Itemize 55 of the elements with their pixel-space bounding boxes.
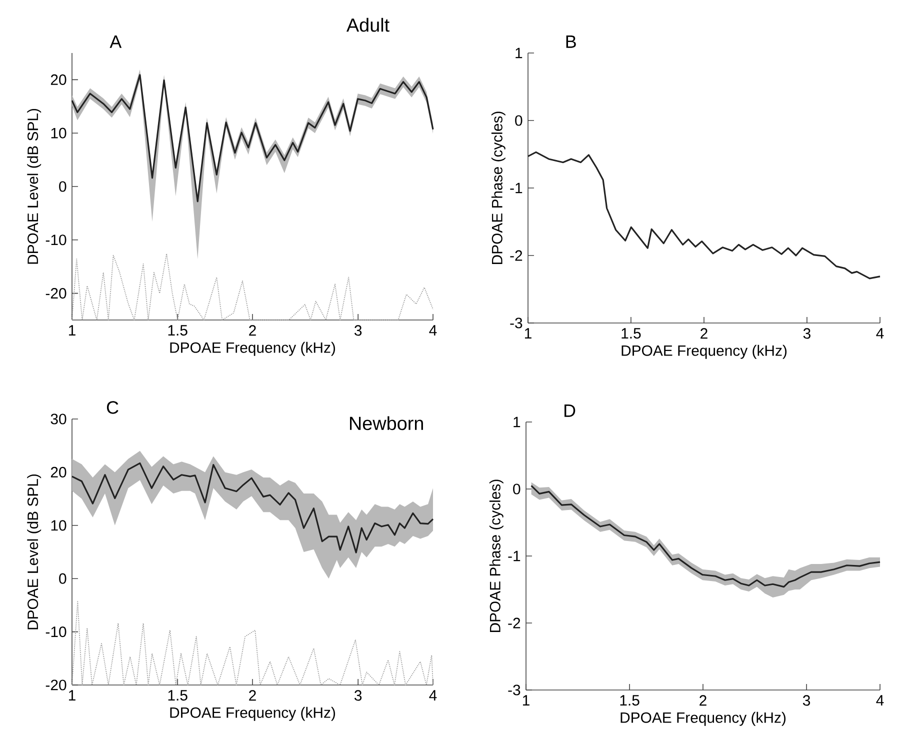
x-tick-label: 4 [429, 690, 437, 700]
x-tick-label: 1.5 [168, 325, 188, 336]
y-axis-title: DPOAE Phase (cycles) [489, 480, 504, 632]
x-tick-label: 1.5 [620, 695, 640, 706]
x-tick-label: 1 [68, 690, 76, 700]
y-tick-label: 10 [51, 128, 66, 138]
chart-title: Adult [346, 18, 390, 32]
y-tick-label: 1 [514, 416, 520, 428]
y-axis-title: DPOAE Level (dB SPL) [27, 474, 42, 630]
y-tick-label: -10 [46, 626, 66, 638]
y-axis-title: DPOAE Level (dB SPL) [27, 108, 42, 264]
y-tick-label: -3 [510, 318, 522, 328]
y-tick-label: 0 [513, 484, 520, 494]
x-tick-label: 1 [522, 695, 530, 706]
x-tick-label: 1 [524, 328, 532, 338]
x-tick-label: 3 [354, 690, 362, 701]
text: D [564, 404, 576, 417]
y-tick-label: 30 [50, 414, 66, 424]
y-tick-label: 0 [515, 115, 522, 126]
x-tick-label: 4 [876, 695, 884, 706]
y-axis-title: DPOAE Phase (cycles) [491, 112, 506, 264]
x-tick-label: 4 [429, 325, 437, 336]
x-axis-title: DPOAE Frequency (kHz) [170, 342, 336, 356]
y-tick-label: -10 [46, 234, 66, 246]
y-tick-label: -2 [508, 618, 520, 628]
x-tick-label: 2 [249, 690, 256, 701]
y-tick-label: -3 [508, 684, 520, 696]
y-tick-label: 1 [516, 48, 522, 58]
x-tick-label: 2 [249, 325, 256, 336]
x-axis-title: DPOAE Frequency (kHz) [622, 344, 787, 359]
x-axis-title: DPOAE Frequency (kHz) [620, 712, 786, 726]
x-tick-label: 3 [802, 695, 810, 706]
x-tick-label: 3 [803, 328, 810, 339]
y-tick-label: -20 [46, 288, 66, 299]
text: B [566, 35, 576, 48]
y-tick-label: -1 [510, 182, 522, 194]
x-tick-label: 1.5 [622, 328, 641, 339]
y-tick-label: -2 [510, 250, 522, 261]
x-tick-label: 1 [68, 325, 76, 336]
y-tick-label: 20 [50, 74, 66, 85]
y-tick-label: 0 [59, 573, 66, 584]
y-tick-label: 20 [50, 466, 66, 478]
x-tick-label: 3 [354, 325, 362, 336]
text: C [106, 401, 118, 414]
x-tick-label: 2 [700, 328, 708, 339]
x-tick-label: 1.5 [168, 690, 188, 701]
y-tick-label: 0 [59, 181, 66, 192]
y-tick-label: 10 [51, 520, 66, 531]
y-tick-label: -20 [46, 680, 66, 690]
y-tick-label: -1 [508, 550, 520, 562]
chart-title: Newborn [350, 416, 423, 430]
text: A [110, 35, 122, 48]
x-tick-label: 4 [876, 328, 884, 338]
x-axis-title: DPOAE Frequency (kHz) [170, 706, 336, 721]
x-tick-label: 2 [700, 695, 706, 706]
